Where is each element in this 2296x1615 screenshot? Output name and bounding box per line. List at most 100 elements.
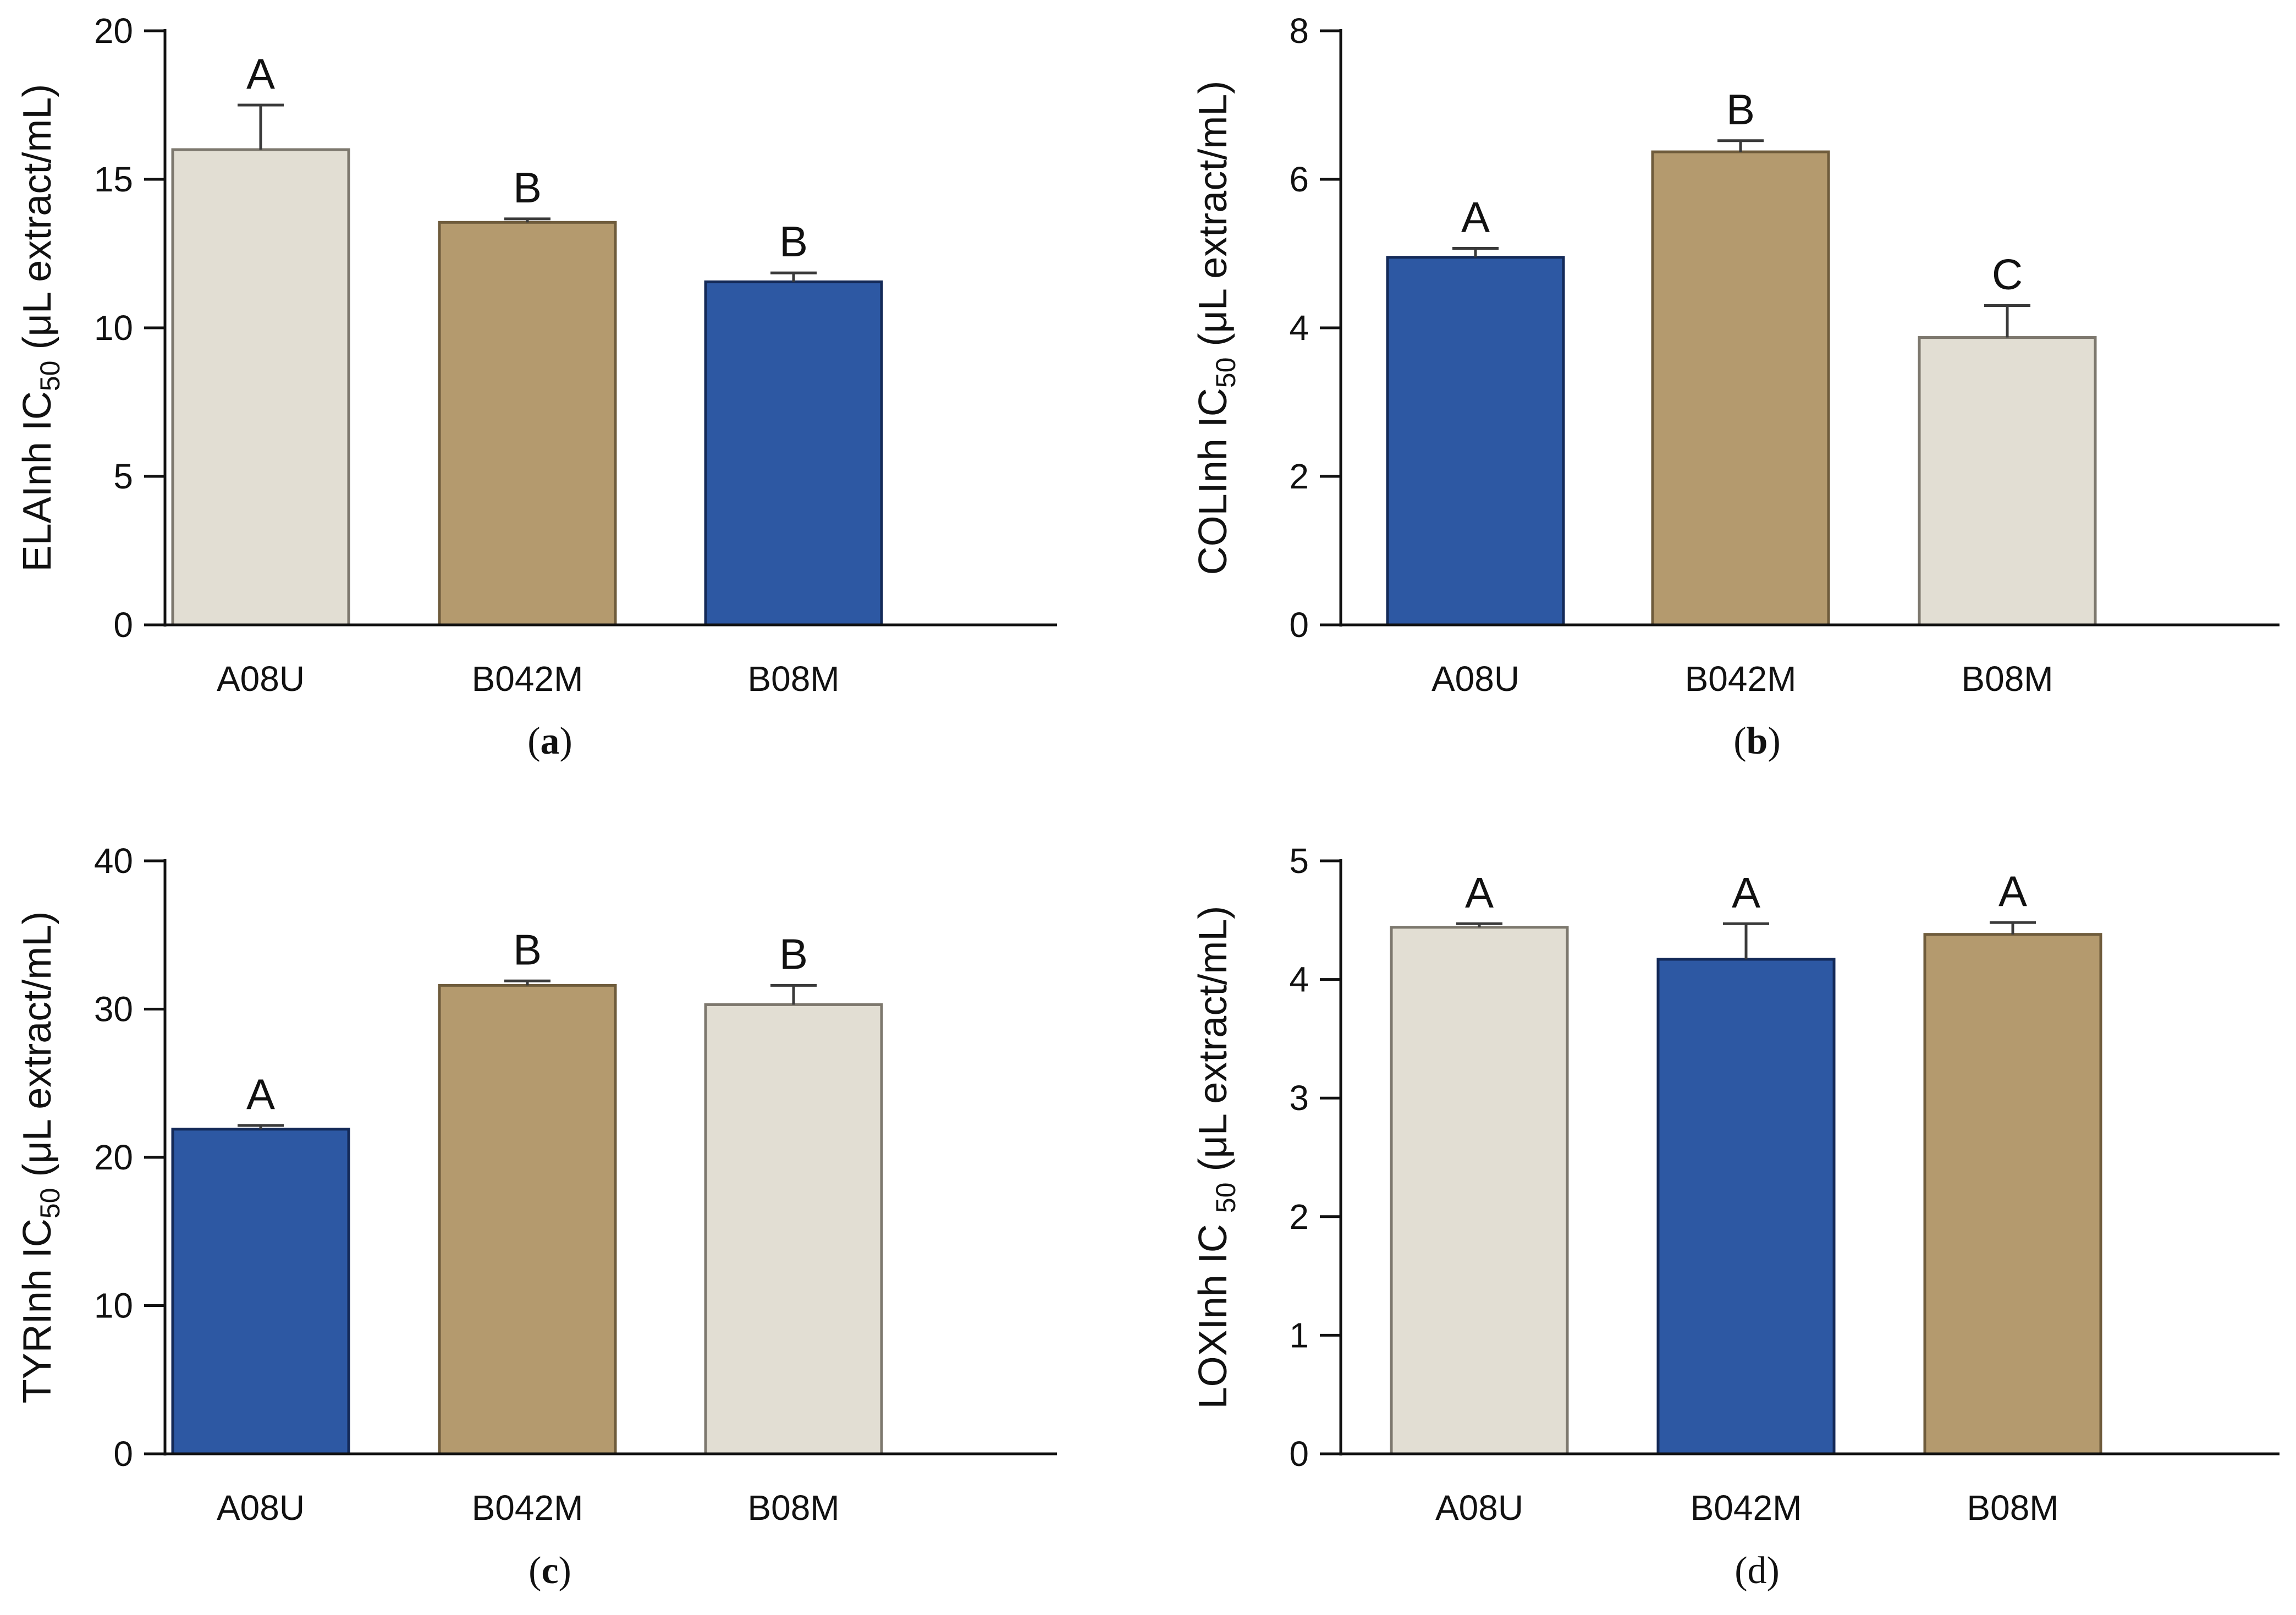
y-tick-label: 2 (1289, 1197, 1309, 1237)
bar-b08m (704, 1003, 883, 1455)
panel-caption: (c) (528, 1550, 571, 1592)
significance-letter: A (1732, 868, 1760, 916)
y-tick-label: 20 (94, 11, 133, 51)
bar-b042m (438, 984, 617, 1455)
y-tick-label: 10 (94, 308, 133, 348)
y-tick-label: 0 (113, 1434, 133, 1474)
bar-b042m (1651, 150, 1830, 627)
significance-letter: A (246, 50, 275, 98)
bar-a08u (1386, 256, 1565, 627)
panel-c: A A08U B B042M B B08M 0 10 20 30 40 TYRInh IC50 (μL… (15, 841, 1057, 1592)
x-tick-label: A08U (217, 1488, 305, 1528)
panel-caption: (d) (1735, 1550, 1780, 1592)
error-bar (1984, 304, 2030, 338)
x-tick-label: A08U (217, 659, 305, 699)
x-tick-label: B08M (747, 1488, 839, 1528)
significance-letter: A (246, 1070, 275, 1118)
significance-letter: A (1998, 867, 2027, 915)
y-axis-label-subscript: 50 (35, 1188, 65, 1219)
significance-letter: B (513, 163, 542, 212)
y-tick-label: 20 (94, 1138, 133, 1177)
y-axis-label-main: COLInh IC (1191, 388, 1235, 575)
error-bar (770, 984, 817, 1005)
x-tick-label: B042M (1685, 659, 1797, 699)
bar-b08m (704, 280, 883, 627)
y-axis-label: COLInh IC50 (μL extract/mL) (1191, 81, 1241, 575)
bar-b08m (1923, 933, 2102, 1455)
caption-open: ( (1733, 720, 1746, 762)
caption-letter: d (1748, 1550, 1767, 1592)
bar-b08m (1918, 336, 2097, 627)
significance-letter: C (1992, 250, 2023, 299)
error-bar (1452, 247, 1499, 257)
significance-letter: A (1465, 868, 1494, 916)
significance-letter: B (779, 217, 808, 266)
y-axis-label-unit: (μL extract/mL) (15, 84, 59, 361)
y-tick-label: 0 (1289, 605, 1309, 645)
caption-close: ) (560, 720, 572, 762)
panel-b: A A08U B B042M C B08M 0 2 4 6 8 COLInh IC50 (μL ext… (1191, 11, 2280, 762)
x-tick-label: B08M (747, 659, 839, 699)
caption-letter: a (541, 720, 560, 762)
y-tick-label: 2 (1289, 457, 1309, 496)
error-bar (504, 979, 550, 986)
error-bar (770, 271, 817, 282)
bar-b042m (1656, 958, 1836, 1455)
y-tick-label: 1 (1289, 1315, 1309, 1355)
panel-d: A A08U A B042M A B08M 0 1 2 3 4 5 LOXInh IC 50 (μL e… (1191, 841, 2280, 1592)
error-bar (1990, 921, 2036, 935)
bar-a08u (171, 1128, 350, 1455)
caption-close: ) (559, 1550, 571, 1592)
x-tick-label: A08U (1431, 659, 1519, 699)
bar-a08u (1390, 926, 1569, 1455)
x-tick-label: B042M (1691, 1488, 1802, 1528)
y-axis-label: ELAInh IC50 (μL extract/mL) (15, 84, 65, 572)
x-tick-label: B08M (1961, 659, 2053, 699)
y-axis-label-subscript: 50 (1210, 358, 1241, 388)
x-tick-label: B042M (472, 1488, 583, 1528)
y-tick-label: 0 (113, 605, 133, 645)
y-axis-label-unit: (μL extract/mL) (1191, 906, 1235, 1183)
y-tick-label: 8 (1289, 11, 1309, 51)
caption-open: ( (1735, 1550, 1747, 1592)
y-axis-label: LOXInh IC 50 (μL extract/mL) (1191, 906, 1241, 1409)
caption-open: ( (527, 720, 540, 762)
y-tick-label: 0 (1289, 1434, 1309, 1474)
y-tick-label: 40 (94, 841, 133, 881)
significance-letter: A (1461, 193, 1490, 241)
y-tick-label: 15 (94, 160, 133, 199)
y-tick-label: 3 (1289, 1078, 1309, 1118)
y-tick-label: 4 (1289, 960, 1309, 999)
bar-b042m (438, 221, 617, 627)
x-tick-label: B042M (472, 659, 583, 699)
x-tick-label: B08M (1967, 1488, 2058, 1528)
significance-letter: B (779, 930, 808, 978)
error-bar (1723, 922, 1769, 959)
panel-caption: (a) (527, 720, 572, 762)
y-axis-label-unit: (μL extract/mL) (15, 911, 59, 1188)
caption-open: ( (528, 1550, 541, 1592)
y-axis-label: TYRInh IC50 (μL extract/mL) (15, 911, 65, 1404)
error-bar (504, 217, 550, 223)
y-tick-label: 5 (1289, 841, 1309, 881)
y-tick-label: 10 (94, 1286, 133, 1326)
y-axis-label-main: ELAInh IC (15, 391, 59, 572)
y-axis-label-main: LOXInh IC (1191, 1213, 1235, 1409)
error-bar (238, 103, 284, 150)
caption-close: ) (1767, 1550, 1780, 1592)
significance-letter: B (1726, 85, 1755, 134)
significance-letter: B (513, 925, 542, 974)
x-tick-label: A08U (1435, 1488, 1523, 1528)
panel-a: A A08U B B042M B B08M 0 5 10 15 20 ELAInh IC50 (μL … (15, 11, 1057, 762)
panel-caption: (b) (1733, 720, 1781, 762)
y-tick-label: 5 (113, 457, 133, 496)
error-bar (1456, 922, 1502, 927)
y-axis-label-subscript: 50 (35, 361, 65, 392)
y-tick-label: 6 (1289, 160, 1309, 199)
y-axis-label-unit: (μL extract/mL) (1191, 81, 1235, 358)
y-tick-label: 30 (94, 990, 133, 1029)
error-bar (238, 1124, 284, 1129)
caption-letter: c (541, 1550, 558, 1592)
y-axis-label-subscript: 50 (1210, 1183, 1241, 1213)
